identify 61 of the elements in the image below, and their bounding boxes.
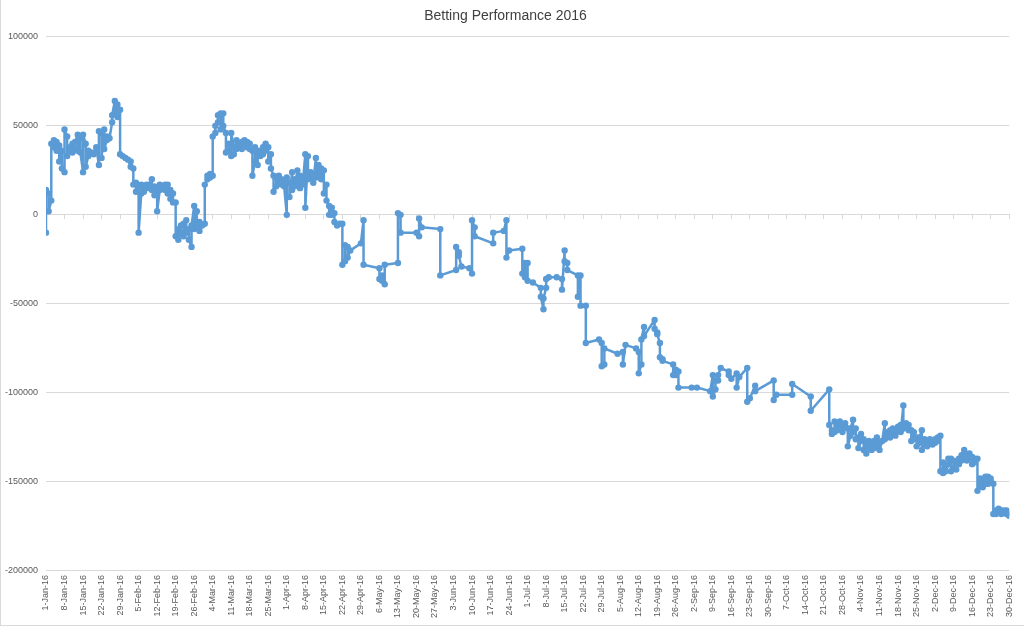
x-tick-label: 14-Oct-16 xyxy=(799,574,810,616)
y-tick-label: -200000 xyxy=(4,565,38,576)
x-tick-label: 20-May-16 xyxy=(410,574,421,619)
x-tick-label: 25-Mar-16 xyxy=(262,574,273,617)
y-tick-label: 100000 xyxy=(7,31,38,42)
x-tick-label: 9-Dec-16 xyxy=(948,574,959,612)
x-tick-label: 29-Jan-16 xyxy=(114,574,125,616)
x-tick-label: 17-Jun-16 xyxy=(485,574,496,616)
x-tick-label: 6-May-16 xyxy=(373,574,384,613)
x-tick-label: 30-Dec-16 xyxy=(1003,574,1014,618)
x-tick-label: 11-Nov-16 xyxy=(874,574,885,617)
y-tick-label: 0 xyxy=(32,209,38,220)
x-tick-label: 26-Aug-16 xyxy=(670,574,681,618)
x-tick-label: 8-Jul-16 xyxy=(540,574,551,608)
x-tick-label: 2-Dec-16 xyxy=(929,574,940,612)
x-tick-label: 15-Jan-16 xyxy=(77,574,88,616)
x-tick-label: 4-Nov-16 xyxy=(855,574,866,612)
x-tick-label: 21-Oct-16 xyxy=(818,574,829,616)
x-tick-label: 30-Sep-16 xyxy=(762,574,773,618)
x-tick-label: 8-Jan-16 xyxy=(59,574,70,611)
x-tick-label: 19-Aug-16 xyxy=(651,574,662,618)
x-tick-label: 11-Mar-16 xyxy=(225,574,236,616)
x-tick-label: 22-Jul-16 xyxy=(577,574,588,613)
y-tick-label: -150000 xyxy=(4,476,38,487)
x-tick-label: 23-Sep-16 xyxy=(744,574,755,618)
x-tick-label: 22-Apr-16 xyxy=(336,574,347,616)
x-tick-label: 1-Jan-16 xyxy=(40,574,51,611)
x-tick-label: 15-Jul-16 xyxy=(559,574,570,613)
x-tick-label: 5-Feb-16 xyxy=(133,574,144,612)
x-tick-label: 18-Mar-16 xyxy=(244,574,255,617)
x-tick-label: 4-Mar-16 xyxy=(207,574,218,612)
y-tick-label: -100000 xyxy=(4,387,38,398)
chart-title: Betting Performance 2016 xyxy=(424,7,588,24)
x-tick-label: 24-Jun-16 xyxy=(503,574,514,616)
x-tick-label: 18-Nov-16 xyxy=(892,574,903,618)
x-tick-label: 23-Dec-16 xyxy=(985,574,996,618)
x-tick-label: 29-Apr-16 xyxy=(355,574,366,616)
x-tick-label: 28-Oct-16 xyxy=(836,574,847,616)
x-tick-label: 25-Nov-16 xyxy=(911,574,922,618)
x-tick-label: 12-Aug-16 xyxy=(633,574,644,618)
x-tick-label: 10-Jun-16 xyxy=(466,574,477,616)
x-tick-label: 13-May-16 xyxy=(392,574,403,619)
x-tick-label: 12-Feb-16 xyxy=(151,574,162,617)
x-tick-label: 27-May-16 xyxy=(429,574,440,619)
x-tick-label: 7-Oct-16 xyxy=(781,574,792,610)
y-tick-label: -50000 xyxy=(9,298,38,309)
x-tick-label: 3-Jun-16 xyxy=(447,574,458,611)
x-tick-label: 22-Jan-16 xyxy=(96,574,107,616)
x-tick-label: 9-Sep-16 xyxy=(707,574,718,613)
x-tick-label: 19-Feb-16 xyxy=(170,574,181,617)
x-tick-label: 16-Sep-16 xyxy=(725,574,736,618)
x-tick-label: 29-Jul-16 xyxy=(596,574,607,613)
y-tick-label: 50000 xyxy=(12,120,38,131)
x-tick-label: 16-Dec-16 xyxy=(966,574,977,618)
x-tick-label: 2-Sep-16 xyxy=(688,574,699,613)
x-tick-label: 1-Jul-16 xyxy=(522,574,533,608)
x-tick-label: 15-Apr-16 xyxy=(318,574,329,616)
x-tick-label: 8-Apr-16 xyxy=(299,574,310,610)
x-tick-label: 26-Feb-16 xyxy=(188,574,199,617)
x-tick-label: 5-Aug-16 xyxy=(614,574,625,613)
x-tick-label: 1-Apr-16 xyxy=(281,574,292,610)
